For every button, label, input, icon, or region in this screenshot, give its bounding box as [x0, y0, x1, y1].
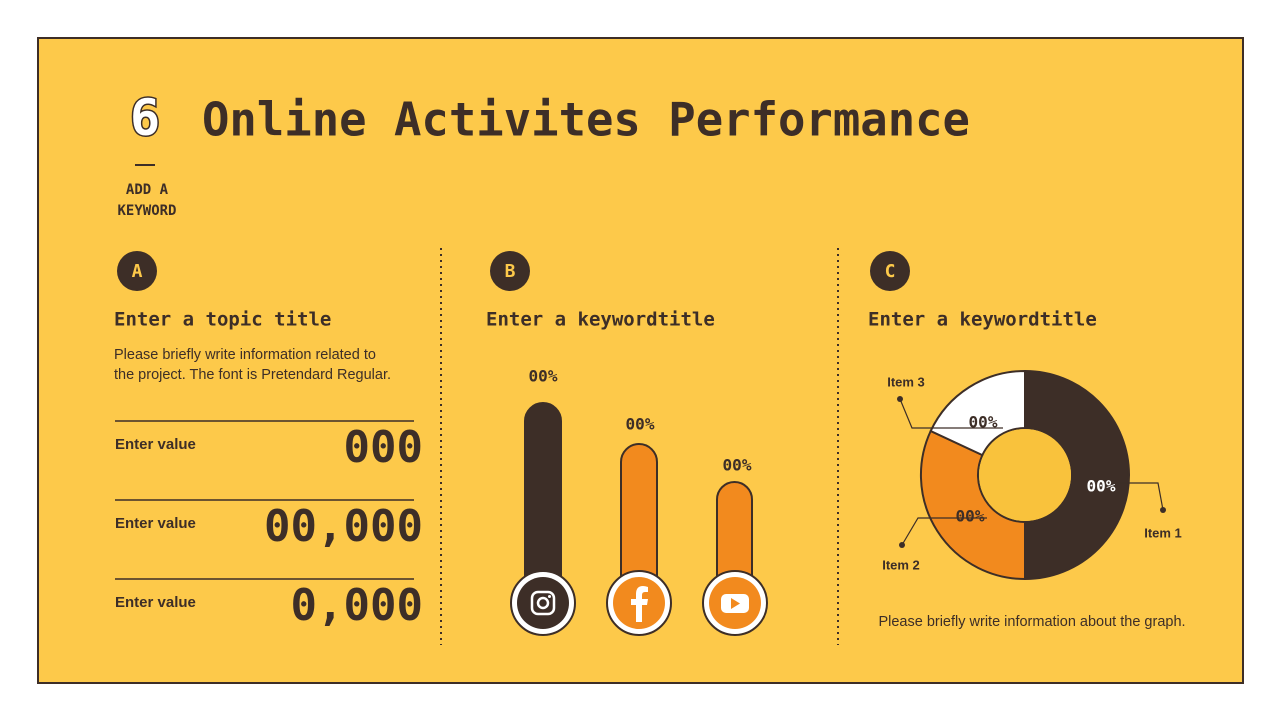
- keyword: KEYWORD: [117, 203, 176, 219]
- slide-number: 6: [130, 89, 160, 147]
- badge: [870, 251, 910, 291]
- section-title: Enter a topic title: [114, 309, 331, 331]
- description: Please briefly write information related…: [114, 347, 376, 363]
- row-label: Enter value: [115, 436, 196, 453]
- donut: [919, 369, 1130, 581]
- donut-segment: [919, 429, 1026, 581]
- segment-label: 00%: [969, 413, 998, 432]
- segment-label: 00%: [956, 507, 985, 526]
- badge-letter: A: [132, 261, 143, 282]
- row-label: Enter value: [115, 594, 196, 611]
- donut-segment: [929, 369, 1026, 457]
- keyword: ADD A: [126, 182, 169, 198]
- section-title: Enter a keywordtitle: [486, 309, 715, 331]
- row-value: 00,000: [264, 501, 423, 552]
- description: the project. The font is Pretendard Regu…: [114, 367, 391, 383]
- bar-label: 00%: [723, 456, 752, 475]
- item-label: Item 3: [887, 374, 925, 389]
- leader-dot: [897, 396, 903, 402]
- row-value: 000: [344, 422, 423, 473]
- instagram-icon: [510, 570, 576, 636]
- badge: [490, 251, 530, 291]
- badge: [117, 251, 157, 291]
- leader-dot: [1160, 507, 1166, 513]
- donut-hole: [979, 429, 1071, 521]
- slide-title: Online Activites Performance: [202, 93, 970, 147]
- section-title: Enter a keywordtitle: [868, 309, 1097, 331]
- donut-segment: [1024, 369, 1130, 581]
- item-label: Item 2: [882, 557, 920, 572]
- facebook-icon: [606, 570, 672, 636]
- bar-label: 00%: [626, 415, 655, 434]
- youtube-icon: [702, 570, 768, 636]
- leader-lines: [899, 398, 1164, 546]
- bar-label: 00%: [529, 367, 558, 386]
- segment-label: 00%: [1087, 477, 1116, 496]
- badge-letter: C: [885, 261, 896, 282]
- item-label: Item 1: [1144, 525, 1182, 540]
- value-rows: Enter value 000 Enter value 00,000 Enter val…: [115, 420, 423, 631]
- leader-dot: [899, 542, 905, 548]
- row-value: 0,000: [291, 580, 423, 631]
- caption: Please briefly write information about t…: [878, 614, 1185, 630]
- badge-letter: B: [505, 261, 516, 282]
- row-label: Enter value: [115, 515, 196, 532]
